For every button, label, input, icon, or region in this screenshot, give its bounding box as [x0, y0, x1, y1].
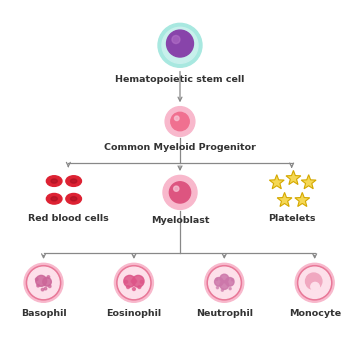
- Ellipse shape: [51, 179, 57, 183]
- Circle shape: [138, 285, 141, 288]
- Circle shape: [124, 275, 135, 287]
- Circle shape: [311, 282, 319, 291]
- Polygon shape: [269, 175, 284, 189]
- Polygon shape: [277, 192, 292, 207]
- Circle shape: [306, 273, 322, 289]
- Circle shape: [167, 30, 193, 57]
- Circle shape: [37, 284, 39, 287]
- Text: Common Myeloid Progenitor: Common Myeloid Progenitor: [104, 143, 256, 152]
- Circle shape: [140, 280, 143, 283]
- Text: Platelets: Platelets: [268, 214, 315, 223]
- Circle shape: [35, 278, 38, 280]
- Circle shape: [175, 116, 179, 121]
- Ellipse shape: [46, 176, 62, 186]
- Circle shape: [225, 278, 234, 286]
- Text: Hematopoietic stem cell: Hematopoietic stem cell: [115, 75, 245, 84]
- Text: Neutrophil: Neutrophil: [196, 309, 253, 318]
- Circle shape: [162, 27, 198, 63]
- Circle shape: [36, 275, 47, 286]
- Circle shape: [216, 287, 219, 289]
- Circle shape: [44, 287, 47, 290]
- Circle shape: [229, 288, 231, 290]
- Circle shape: [207, 266, 242, 300]
- Circle shape: [47, 276, 50, 278]
- Ellipse shape: [131, 279, 137, 283]
- Circle shape: [158, 23, 202, 67]
- Circle shape: [132, 288, 135, 291]
- Circle shape: [127, 285, 130, 288]
- Ellipse shape: [66, 193, 81, 204]
- Circle shape: [231, 279, 234, 281]
- Polygon shape: [286, 170, 301, 185]
- Circle shape: [43, 278, 51, 286]
- Circle shape: [297, 266, 332, 300]
- Circle shape: [49, 285, 51, 288]
- Text: Myeloblast: Myeloblast: [151, 216, 209, 225]
- Circle shape: [28, 267, 59, 298]
- Ellipse shape: [51, 197, 57, 201]
- Circle shape: [165, 107, 195, 136]
- Ellipse shape: [71, 197, 77, 201]
- Text: Monocyte: Monocyte: [289, 309, 341, 318]
- Circle shape: [163, 175, 197, 210]
- Circle shape: [114, 263, 153, 302]
- Circle shape: [117, 266, 151, 300]
- Circle shape: [205, 263, 244, 302]
- Circle shape: [172, 36, 180, 44]
- Polygon shape: [301, 175, 316, 189]
- Circle shape: [221, 289, 224, 291]
- Text: Basophil: Basophil: [21, 309, 66, 318]
- Circle shape: [209, 267, 240, 298]
- Polygon shape: [295, 192, 310, 207]
- Circle shape: [216, 278, 218, 280]
- Circle shape: [220, 274, 229, 283]
- Circle shape: [220, 281, 229, 289]
- Circle shape: [295, 263, 334, 302]
- Text: Eosinophil: Eosinophil: [106, 309, 162, 318]
- Circle shape: [24, 263, 63, 302]
- Circle shape: [125, 280, 127, 283]
- Circle shape: [171, 112, 189, 131]
- Circle shape: [26, 266, 61, 300]
- Circle shape: [41, 288, 44, 291]
- Circle shape: [299, 267, 330, 298]
- Circle shape: [132, 275, 144, 287]
- Circle shape: [174, 186, 179, 192]
- Ellipse shape: [46, 193, 62, 204]
- Circle shape: [215, 278, 223, 286]
- Text: Red blood cells: Red blood cells: [28, 214, 109, 223]
- Circle shape: [169, 182, 191, 203]
- Ellipse shape: [71, 179, 77, 183]
- Circle shape: [118, 267, 149, 298]
- Ellipse shape: [66, 176, 81, 186]
